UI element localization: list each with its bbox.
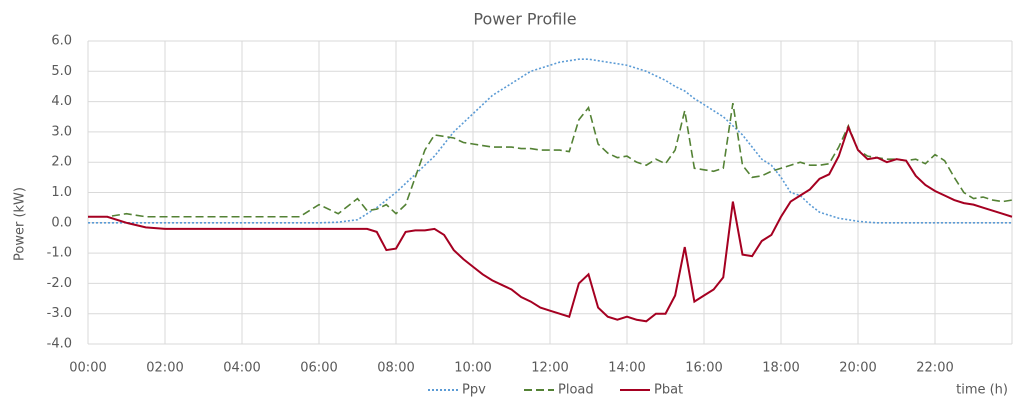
chart-title: Power Profile — [473, 10, 576, 29]
y-tick-label: 4.0 — [51, 94, 72, 109]
x-tick-label: 16:00 — [685, 361, 722, 376]
y-axis-label: Power (kW) — [13, 187, 28, 261]
y-tick-label: -3.0 — [47, 306, 72, 321]
y-tick-label: -2.0 — [47, 276, 72, 291]
y-tick-label: 5.0 — [51, 64, 72, 79]
series-line — [88, 102, 1013, 218]
y-tick-label: -1.0 — [47, 246, 72, 261]
y-tick-label: 1.0 — [51, 185, 72, 200]
legend-label: Pbat — [654, 383, 683, 398]
y-tick-label: -4.0 — [47, 337, 72, 352]
y-tick-label: 2.0 — [51, 155, 72, 170]
x-tick-label: 02:00 — [146, 361, 183, 376]
x-tick-label: 00:00 — [69, 361, 106, 376]
y-tick-label: 6.0 — [51, 34, 72, 49]
series-line — [88, 58, 1012, 224]
y-tick-label: 0.0 — [51, 215, 72, 230]
x-tick-label: 06:00 — [300, 361, 337, 376]
x-tick-label: 18:00 — [762, 361, 799, 376]
x-axis-label: time (h) — [956, 383, 1008, 398]
x-tick-label: 04:00 — [223, 361, 260, 376]
y-tick-label: 3.0 — [51, 124, 72, 139]
x-tick-label: 14:00 — [608, 361, 645, 376]
legend-label: Pload — [558, 383, 594, 398]
legend-label: Ppv — [462, 383, 486, 398]
series-line — [88, 124, 1013, 323]
x-tick-label: 12:00 — [531, 361, 568, 376]
x-tick-label: 10:00 — [454, 361, 491, 376]
x-tick-label: 22:00 — [916, 361, 953, 376]
x-tick-label: 08:00 — [377, 361, 414, 376]
x-tick-label: 20:00 — [839, 361, 876, 376]
